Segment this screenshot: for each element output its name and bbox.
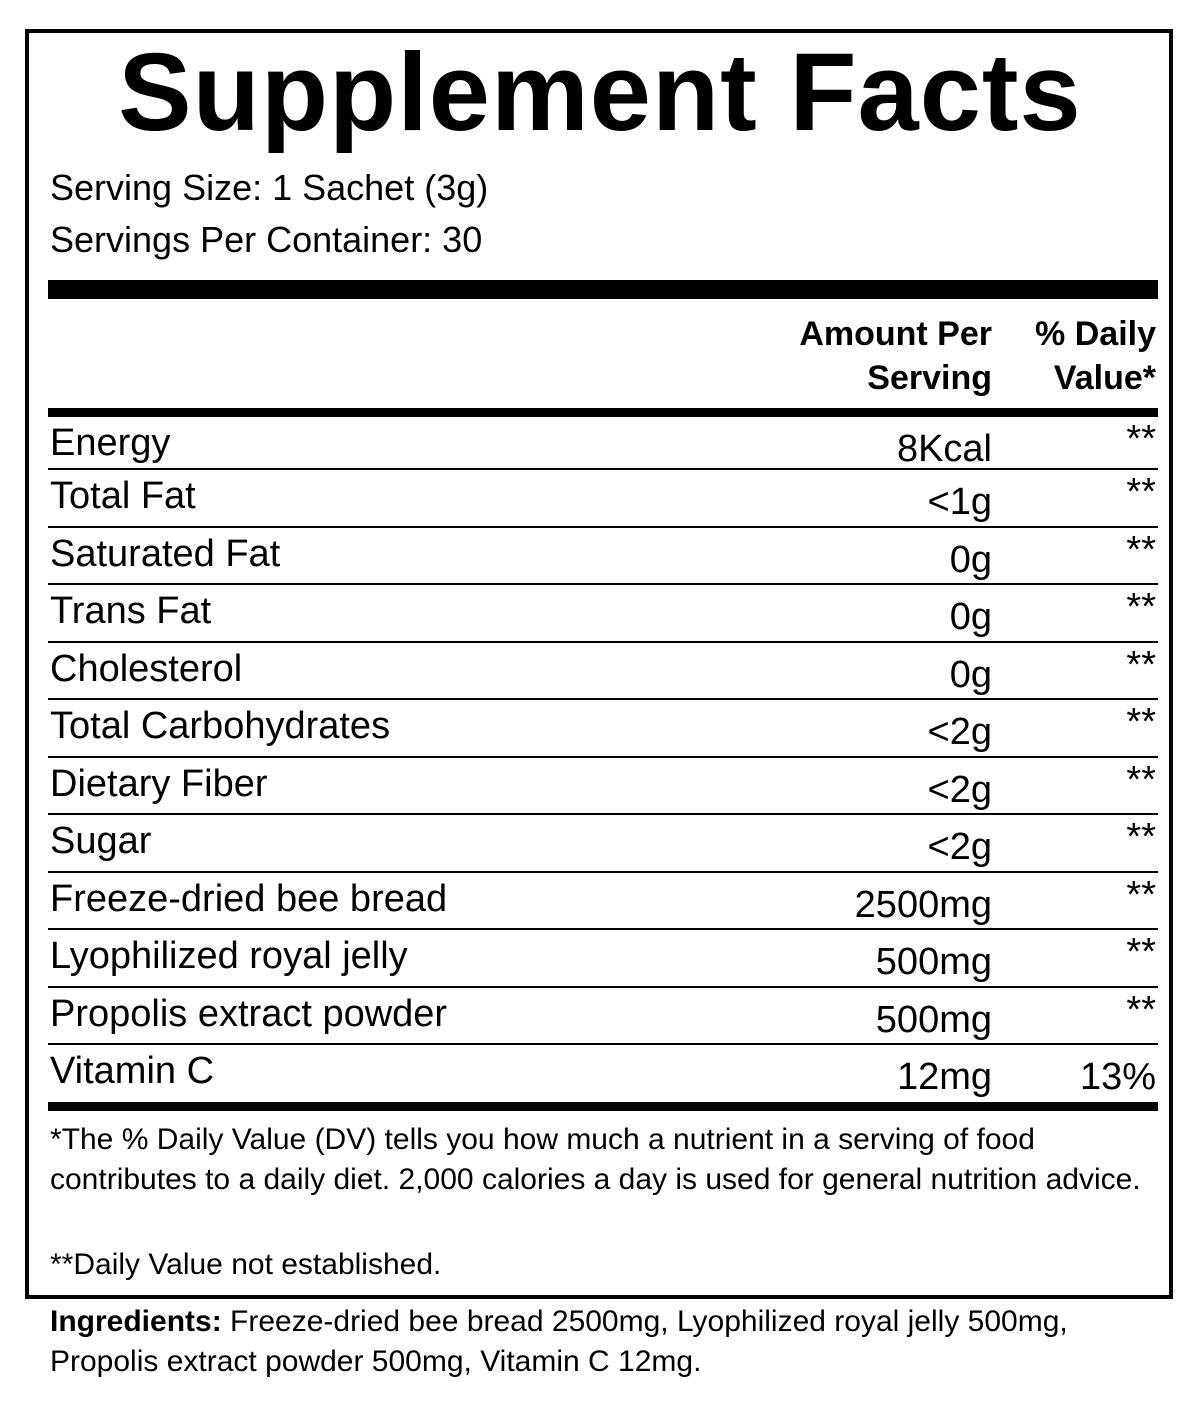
table-row: Total Fat <1g ** — [48, 470, 1158, 528]
nutrient-amount: 8Kcal — [896, 428, 992, 470]
table-row: Sugar <2g ** — [48, 815, 1158, 873]
daily-value-header: % Daily Value* — [1035, 312, 1156, 400]
nutrient-amount: 2500mg — [854, 883, 992, 926]
nutrient-daily-value: ** — [1126, 528, 1156, 571]
amount-per-serving-header: Amount Per Serving — [799, 312, 992, 400]
nutrient-daily-value: ** — [1126, 643, 1156, 686]
nutrient-amount: <2g — [927, 826, 992, 868]
nutrient-daily-value: ** — [1126, 418, 1156, 460]
thick-divider — [48, 280, 1158, 299]
ingredients-text: Freeze-dried bee bread 2500mg, Lyophiliz… — [50, 1305, 1068, 1378]
servings-per-container: Servings Per Container: 30 — [50, 219, 483, 260]
nutrient-daily-value: 13% — [1079, 1056, 1156, 1098]
panel-title: Supplement Facts — [118, 31, 1082, 154]
nutrient-amount: <2g — [927, 711, 992, 753]
nutrient-amount: <1g — [927, 481, 992, 523]
header-line: Value* — [1053, 359, 1156, 397]
nutrient-name: Energy — [50, 422, 171, 464]
table-row: Trans Fat 0g ** — [48, 585, 1158, 643]
ingredients: Ingredients: Freeze-dried bee bread 2500… — [50, 1302, 1160, 1382]
nutrient-table: Energy 8Kcal ** Total Fat <1g ** Saturated Fat… — [48, 417, 1158, 1101]
not-established-footnote: **Daily Value not established. — [50, 1248, 442, 1281]
header-line: % Daily — [1035, 315, 1156, 353]
daily-value-footnote: *The % Daily Value (DV) tells you how mu… — [50, 1123, 1141, 1196]
supplement-facts-panel — [25, 29, 1173, 1299]
table-row: Propolis extract powder 500mg ** — [48, 988, 1158, 1045]
nutrient-amount: 12mg — [896, 1056, 992, 1098]
nutrient-daily-value: ** — [1126, 816, 1156, 858]
nutrient-name: Saturated Fat — [50, 532, 281, 575]
nutrient-daily-value: ** — [1126, 586, 1156, 628]
nutrient-amount: 0g — [949, 596, 992, 638]
nutrient-daily-value: ** — [1126, 758, 1156, 801]
nutrient-daily-value: ** — [1126, 701, 1156, 743]
nutrient-amount: <2g — [927, 768, 992, 811]
nutrient-name: Freeze-dried bee bread — [50, 877, 448, 920]
nutrient-amount: 0g — [949, 538, 992, 581]
table-bottom-divider — [48, 1102, 1158, 1111]
table-row: Freeze-dried bee bread 2500mg ** — [48, 873, 1158, 930]
nutrient-name: Dietary Fiber — [50, 762, 268, 805]
nutrient-daily-value: ** — [1126, 471, 1156, 513]
nutrient-amount: 500mg — [875, 998, 992, 1041]
header-line: Amount Per — [799, 315, 992, 353]
nutrient-daily-value: ** — [1126, 988, 1156, 1031]
serving-size: Serving Size: 1 Sachet (3g) — [50, 167, 489, 208]
table-row: Saturated Fat 0g ** — [48, 528, 1158, 585]
nutrient-name: Propolis extract powder — [50, 992, 448, 1035]
nutrient-daily-value: ** — [1126, 873, 1156, 916]
nutrient-name: Lyophilized royal jelly — [50, 935, 408, 977]
header-divider — [48, 408, 1158, 417]
nutrient-name: Vitamin C — [50, 1050, 215, 1092]
ingredients-label: Ingredients: — [50, 1305, 222, 1338]
table-row: Energy 8Kcal ** — [48, 417, 1158, 470]
table-row: Total Carbohydrates <2g ** — [48, 700, 1158, 758]
nutrient-amount: 0g — [949, 653, 992, 696]
table-row: Lyophilized royal jelly 500mg ** — [48, 930, 1158, 988]
header-line: Serving — [867, 359, 992, 397]
nutrient-name: Total Carbohydrates — [50, 705, 391, 747]
nutrient-amount: 500mg — [875, 941, 992, 983]
table-row: Dietary Fiber <2g ** — [48, 758, 1158, 815]
nutrient-name: Total Fat — [50, 475, 196, 517]
nutrient-name: Sugar — [50, 820, 152, 862]
table-row: Cholesterol 0g ** — [48, 643, 1158, 700]
nutrient-name: Trans Fat — [50, 590, 212, 632]
nutrient-name: Cholesterol — [50, 647, 243, 690]
nutrient-daily-value: ** — [1126, 931, 1156, 973]
table-row: Vitamin C 12mg 13% — [48, 1045, 1158, 1101]
